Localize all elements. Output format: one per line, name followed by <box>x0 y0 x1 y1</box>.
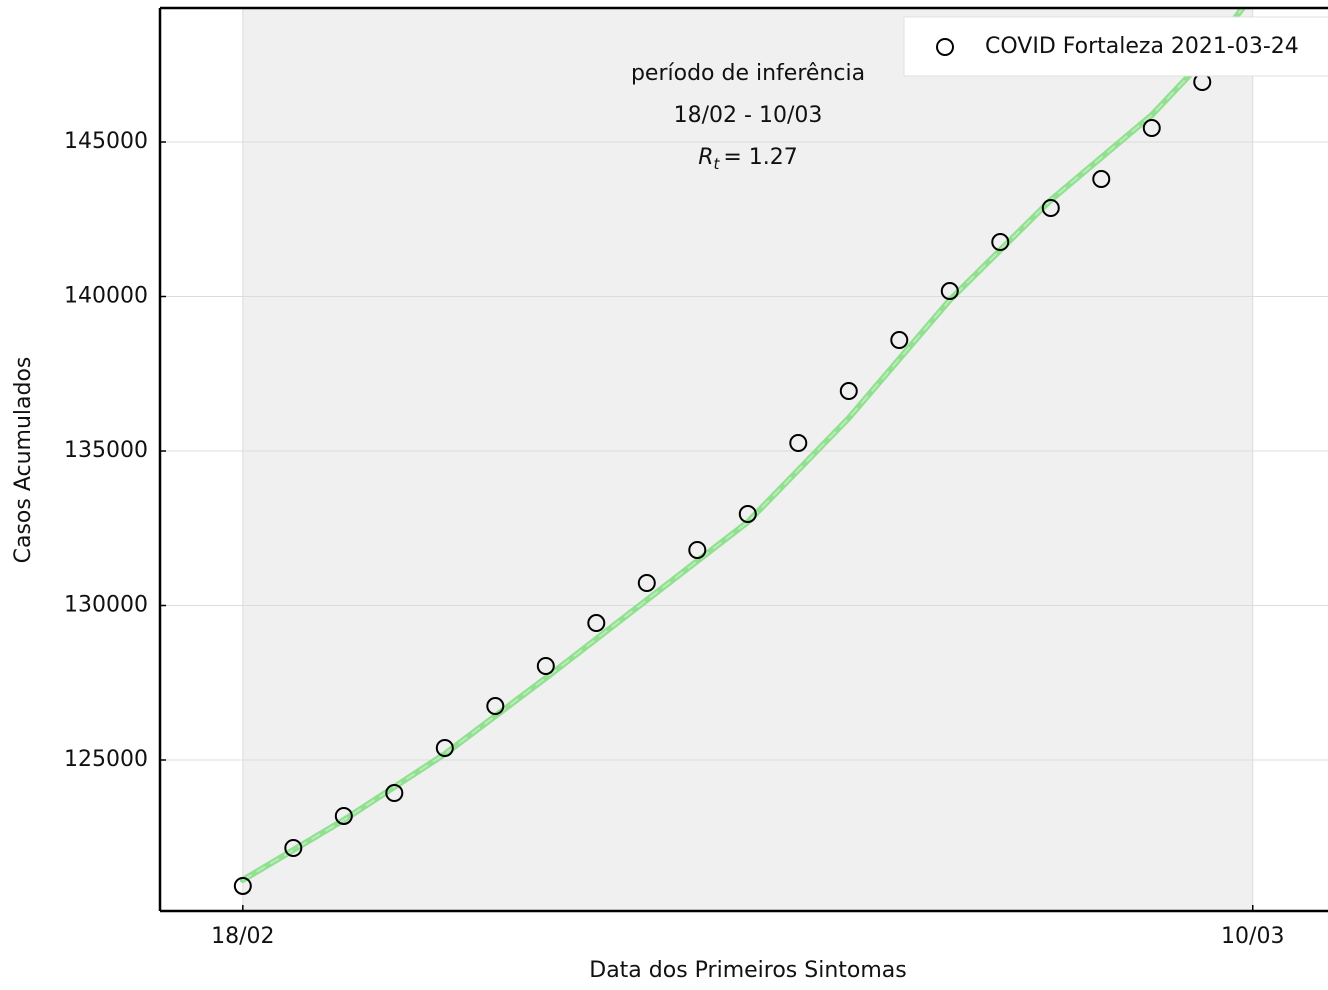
rt-value: = 1.27 <box>723 145 797 170</box>
data-point <box>637 574 656 593</box>
data-point <box>435 739 454 758</box>
top-mask <box>0 0 1328 8</box>
data-point <box>587 614 606 633</box>
x-tick-label: 10/03 <box>1221 924 1284 949</box>
y-axis-label: Casos Acumulados <box>11 357 36 564</box>
legend-label: COVID Fortaleza 2021-03-24 <box>985 34 1299 59</box>
fit-curve-dash <box>242 7 1244 881</box>
rt-symbol: R <box>698 145 713 170</box>
annotation: período de inferência <box>631 61 865 86</box>
data-point <box>1092 170 1111 189</box>
data-point <box>991 233 1010 252</box>
data-point <box>738 505 757 524</box>
legend-marker <box>936 38 954 56</box>
legend-box <box>903 16 1328 77</box>
data-point <box>284 838 303 857</box>
y-tick-label: 130000 <box>64 592 148 617</box>
data-point <box>536 656 555 675</box>
data-point <box>940 282 959 301</box>
data-point <box>688 541 707 560</box>
y-tick-label: 125000 <box>64 747 148 772</box>
rt-subscript: t <box>713 155 720 173</box>
inference-region <box>242 8 1253 911</box>
rt-annotation: Rt = 1.27 <box>698 145 798 173</box>
data-point <box>839 382 858 401</box>
y-tick-label: 140000 <box>64 284 148 309</box>
y-tick-label: 135000 <box>64 438 148 463</box>
data-point <box>890 331 909 350</box>
x-tick-label: 18/02 <box>211 924 274 949</box>
y-tick-label: 145000 <box>64 129 148 154</box>
data-point <box>233 876 252 895</box>
data-point <box>1142 119 1161 138</box>
data-point <box>334 806 353 825</box>
data-point <box>486 697 505 716</box>
data-point <box>1041 199 1060 218</box>
x-axis-label: Data dos Primeiros Sintomas <box>589 958 906 983</box>
annotation: 18/02 - 10/03 <box>674 103 823 128</box>
data-point <box>789 433 808 452</box>
data-point <box>385 783 404 802</box>
